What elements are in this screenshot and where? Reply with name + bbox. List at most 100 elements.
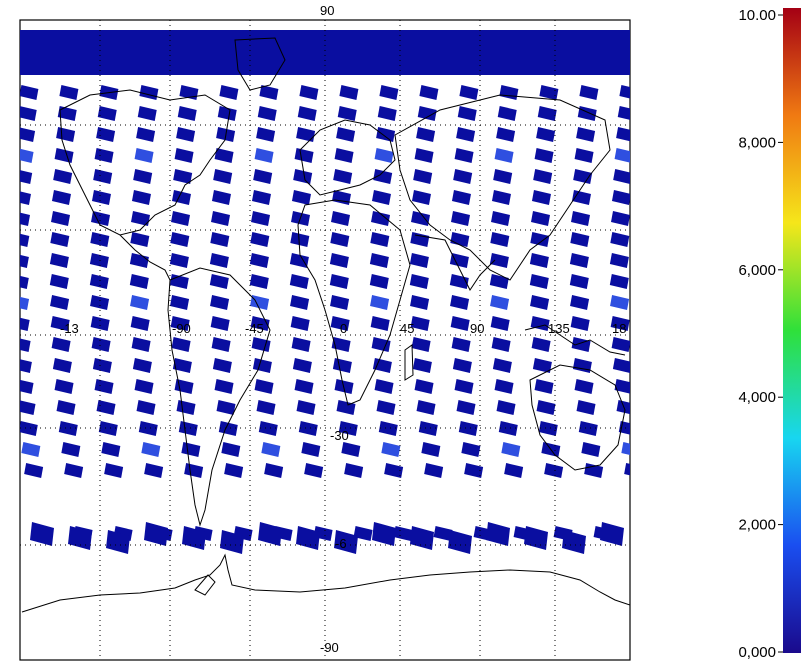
swath-band-segment <box>80 30 92 75</box>
swath-band-segment <box>20 30 32 75</box>
swath-footprint <box>137 106 157 121</box>
swath-footprint <box>174 148 194 163</box>
swath-footprint <box>458 421 478 436</box>
swath-footprint <box>20 400 36 415</box>
swath-footprint <box>104 463 124 478</box>
swath-footprint <box>579 85 599 100</box>
swath-footprint <box>451 211 471 226</box>
swath-footprint <box>576 127 596 142</box>
swath-footprint <box>581 442 601 457</box>
swath-band-segment <box>176 30 188 75</box>
swath-footprint <box>454 148 474 163</box>
swath-footprint <box>393 526 413 541</box>
colorbar-label: 10.00 <box>738 7 776 24</box>
swath-footprint <box>450 232 470 247</box>
swath-footprint <box>134 148 154 163</box>
swath-footprint <box>178 421 198 436</box>
swath-footprint <box>534 379 554 394</box>
indonesia-coast <box>524 324 626 356</box>
madagascar-coast <box>404 344 414 381</box>
swath-footprint <box>96 400 116 415</box>
swath-footprint <box>448 530 472 554</box>
swath-footprint <box>381 442 401 457</box>
swath-footprint <box>214 148 234 163</box>
swath-footprint <box>257 106 277 121</box>
swath-footprint <box>371 190 391 205</box>
swath-footprint <box>144 463 164 478</box>
swath-band-segment <box>404 30 416 75</box>
swath-footprint <box>251 190 271 205</box>
swath-footprint <box>68 526 92 550</box>
swath-footprint <box>136 400 156 415</box>
swath-footprint <box>20 421 38 436</box>
swath-footprint <box>459 85 479 100</box>
swath-footprint <box>501 442 521 457</box>
swath-footprint <box>369 274 389 289</box>
swath-footprint <box>621 442 630 456</box>
swath-footprint <box>214 379 234 394</box>
swath-footprint <box>130 232 150 247</box>
swath-footprint <box>259 85 279 100</box>
swath-footprint <box>301 442 321 457</box>
swath-footprint <box>464 463 484 478</box>
swath-footprint <box>49 274 69 289</box>
lat-bottom-label: -90 <box>320 640 339 655</box>
swath-footprint <box>20 127 36 142</box>
swath-footprint <box>529 253 549 268</box>
swath-footprint <box>416 400 436 415</box>
colorbar-label: 8,000 <box>738 134 776 151</box>
swath-footprint <box>296 400 316 415</box>
swath-band-segment <box>620 30 630 75</box>
swath-footprint <box>20 379 34 394</box>
swath-footprint <box>131 190 151 205</box>
swath-footprint <box>410 316 430 331</box>
swath-footprint <box>450 316 470 331</box>
swath-band-segment <box>308 30 320 75</box>
swath-band-segment <box>476 30 488 75</box>
swath-footprint <box>339 85 359 100</box>
swath-footprint <box>524 526 548 550</box>
swath-footprint <box>610 232 630 247</box>
swath-footprint <box>421 442 441 457</box>
swath-footprint <box>617 106 630 120</box>
swath-footprint <box>20 170 33 184</box>
swath-footprint <box>536 127 556 142</box>
swath-footprint <box>290 316 310 331</box>
swath-footprint <box>131 337 151 352</box>
swath-footprint <box>576 400 596 415</box>
swath-footprint <box>336 127 356 142</box>
swath-band-segment <box>596 30 608 75</box>
swath-footprint <box>413 169 433 184</box>
swath-footprint <box>58 421 78 436</box>
swath-footprint <box>184 463 204 478</box>
swath-footprint <box>410 295 430 310</box>
swath-footprint <box>64 463 84 478</box>
swath-band-segment <box>560 30 572 75</box>
swath-footprint <box>49 253 69 268</box>
swath-footprint <box>254 148 274 163</box>
colorbar-label: 0,000 <box>738 644 776 661</box>
swath-footprint <box>170 232 190 247</box>
swath-footprint <box>330 316 350 331</box>
swath-footprint <box>30 522 54 546</box>
swath-footprint <box>261 442 281 457</box>
swath-band-segment <box>332 30 344 75</box>
swath-footprint <box>456 127 476 142</box>
swath-band-segment <box>236 30 248 75</box>
swath-band-segment <box>368 30 380 75</box>
antarctic-peninsula-coast <box>194 574 216 596</box>
swath-footprint <box>253 169 273 184</box>
swath-band-segment <box>464 30 476 75</box>
asia-coast <box>394 94 611 281</box>
swath-footprint <box>224 463 244 478</box>
swath-footprint <box>329 253 349 268</box>
swath-footprint <box>410 232 430 247</box>
swath-band-segment <box>428 30 440 75</box>
swath-footprint <box>616 127 630 142</box>
swath-footprint <box>50 232 70 247</box>
swath-footprint <box>50 316 70 331</box>
swath-footprint <box>254 379 274 394</box>
swath-footprint <box>136 127 156 142</box>
swath-footprint <box>539 85 559 100</box>
